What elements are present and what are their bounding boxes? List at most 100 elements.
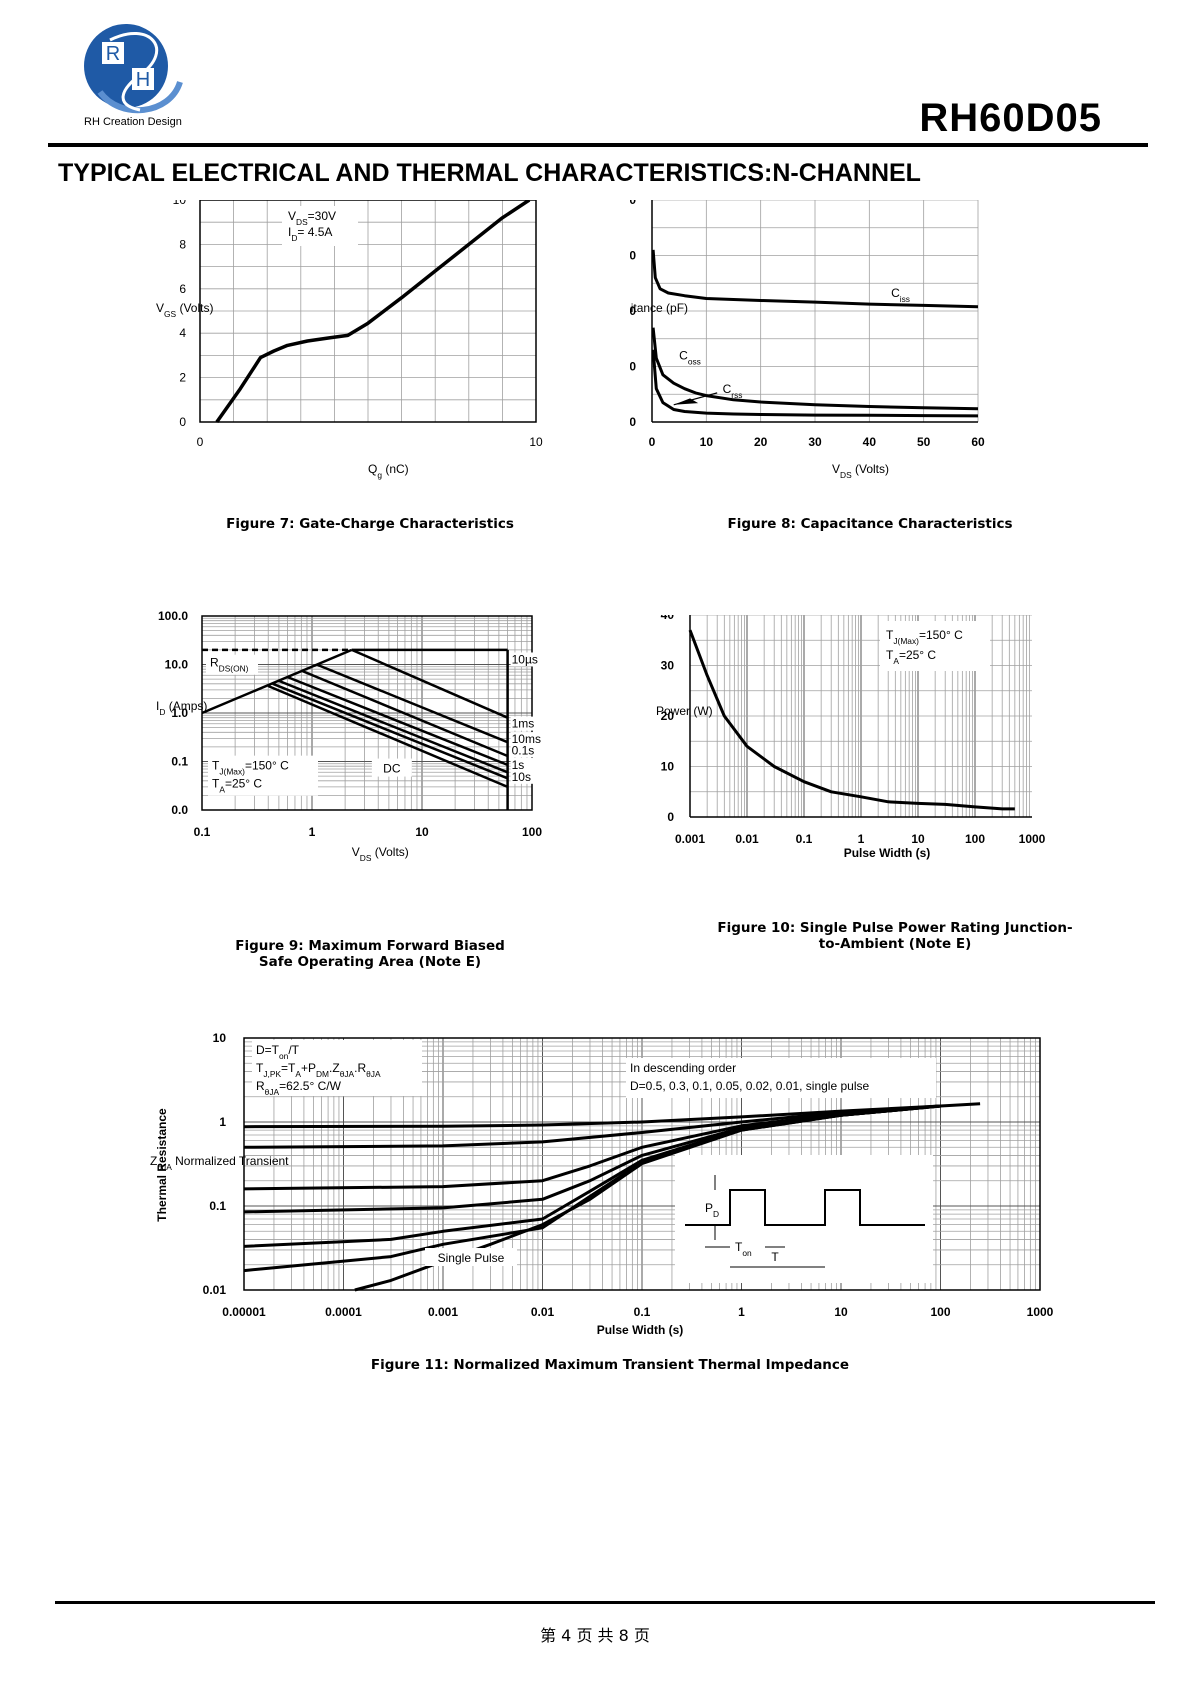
gate-charge-curve — [215, 200, 531, 424]
thermal-impedance-curve — [354, 1102, 981, 1292]
undefined: Ton — [735, 1240, 752, 1258]
undefined: TA=25° C — [212, 777, 262, 795]
annotation-bg — [208, 755, 318, 796]
[object Object]: Qg (nC) — [368, 462, 409, 480]
soa-line-label: 10s — [512, 770, 531, 784]
annotation-bg — [371, 758, 412, 777]
soa-line-label: 0.1s — [512, 743, 535, 757]
y-tick-label: 30 — [661, 659, 675, 673]
x-tick-label: 1 — [309, 825, 316, 839]
y-tick-label: 6 — [179, 282, 186, 296]
[object Object]: VGS (Volts) — [156, 301, 213, 319]
annotation-order: In descending order — [630, 1061, 736, 1075]
series-crss — [651, 349, 979, 418]
plot-frame — [243, 1037, 1041, 1291]
[object Object]: ID (Amps) — [156, 699, 207, 717]
y-tick-label: 10 — [213, 1031, 227, 1045]
soa-line — [287, 675, 509, 767]
figure-7-caption: Figure 7: Gate-Charge Characteristics — [226, 516, 514, 532]
x-tick-label: 0 — [197, 435, 204, 449]
x-tick-label: 1000 — [1027, 1305, 1054, 1319]
logo-text: RH Creation Design — [84, 116, 182, 128]
y-tick-label: 0 — [667, 810, 674, 824]
soa-line — [300, 669, 509, 758]
thermal-impedance-curve — [243, 1104, 941, 1191]
soa-line — [278, 679, 509, 774]
x-tick-label: 0.001 — [428, 1305, 458, 1319]
y-tick-label: 0 — [179, 415, 186, 429]
t-label: T — [771, 1250, 779, 1264]
soa-line — [267, 684, 509, 789]
label-bg — [510, 758, 545, 773]
x-tick-label: 0.01 — [531, 1305, 555, 1319]
x-tick-label: 0 — [649, 435, 656, 449]
x-tick-label: 0.001 — [675, 832, 705, 846]
svg-text:R: R — [106, 43, 120, 65]
y-tick-label: 8 — [179, 237, 186, 251]
x-tick-label: 100 — [522, 825, 542, 839]
footer-rule — [55, 1601, 1155, 1604]
figure-8-caption: Figure 8: Capacitance Characteristics — [727, 516, 1013, 532]
plot-frame — [199, 200, 537, 423]
undefined: Coss — [679, 349, 701, 367]
svg-text:H: H — [136, 69, 150, 91]
y-tick-label: 2 — [179, 371, 186, 385]
x-tick-label: 10 — [700, 435, 714, 449]
x-tick-label: 0.1 — [634, 1305, 651, 1319]
y-tick-label: 100.0 — [158, 610, 188, 623]
x-tick-label: 10 — [415, 825, 429, 839]
label-bg — [510, 743, 545, 758]
y-tick-label: 200 — [630, 360, 636, 374]
annotation-bg — [425, 1248, 517, 1266]
y-tick-label: 0.1 — [171, 755, 188, 769]
y-tick-label: 4 — [179, 326, 186, 340]
label-bg — [510, 769, 545, 784]
label-bg — [510, 652, 545, 667]
undefined: TJ(Max)=150° C — [212, 759, 289, 777]
y-tick-label: 1 — [219, 1115, 226, 1129]
page-heading: TYPICAL ELECTRICAL AND THERMAL CHARACTER… — [58, 159, 921, 187]
undefined: PD — [705, 1201, 719, 1219]
[object Object]: Capacitance (pF) — [630, 301, 688, 315]
y-tick-label: 0.1 — [209, 1199, 226, 1213]
soa-line-label: 10µs — [512, 652, 538, 666]
page-indicator: 第 4 页 共 8 页 — [540, 1626, 650, 1645]
y-tick-label: 40 — [661, 615, 675, 622]
y-tick-label: 0 — [630, 415, 636, 429]
figure-10-pulse-power-chart: 0 10 20 30 40 0.001 0.01 0.1 1 10 100 1000 TJ(Max)=1… — [656, 615, 1046, 860]
label-bg — [510, 716, 545, 731]
undefined: TJ,PK=TA+PDM.ZθJA.RθJA — [256, 1061, 381, 1079]
x-tick-label: 10 — [911, 832, 925, 846]
y-tick-label: 400 — [630, 304, 636, 318]
y-tick-label: 10 — [661, 760, 675, 774]
x-tick-label: 1 — [858, 832, 865, 846]
undefined: RDS(ON) — [210, 656, 249, 674]
y-tick-label: 0.0 — [171, 803, 188, 817]
undefined: RθJA=62.5° C/W — [256, 1079, 342, 1097]
undefined: D=Ton/T — [256, 1043, 300, 1061]
annotation-bg — [626, 1058, 936, 1098]
y-tick-label: 20 — [661, 709, 675, 723]
x-tick-label: 0.00001 — [222, 1305, 266, 1319]
x-tick-label: 50 — [917, 435, 931, 449]
[object Object]: VDS (Volts) — [352, 845, 409, 863]
crss-pointer-head — [673, 398, 699, 405]
x-axis-label: Pulse Width (s) — [597, 1323, 684, 1337]
[object Object]: ZθJA Normalized Transient — [150, 1154, 289, 1172]
pulse-waveform — [685, 1189, 925, 1226]
annotation-bg — [206, 654, 258, 675]
x-tick-label: 60 — [971, 435, 985, 449]
x-tick-label: 1 — [738, 1305, 745, 1319]
x-tick-label: 0.01 — [735, 832, 759, 846]
y-axis-label: Thermal Resistance — [155, 1108, 169, 1222]
x-tick-label: 1000 — [1019, 832, 1046, 846]
x-tick-label: 30 — [808, 435, 822, 449]
annotation-single-pulse: Single Pulse — [438, 1251, 505, 1265]
y-tick-label: 10 — [173, 200, 187, 207]
figure-9-soa-chart: 0.0 0.1 1.0 10.0 100.0 0.1 1 10 100 10µs 1ms10ms0.… — [156, 610, 545, 863]
x-tick-label: 40 — [863, 435, 877, 449]
soa-line — [201, 648, 353, 715]
figure-8-capacitance-chart: 0 200 400 600 800 0 10 20 30 40 50 60 Ciss Coss Crss VD… — [630, 200, 985, 480]
undefined: Crss — [723, 382, 743, 400]
annotation-dc: DC — [383, 762, 401, 776]
